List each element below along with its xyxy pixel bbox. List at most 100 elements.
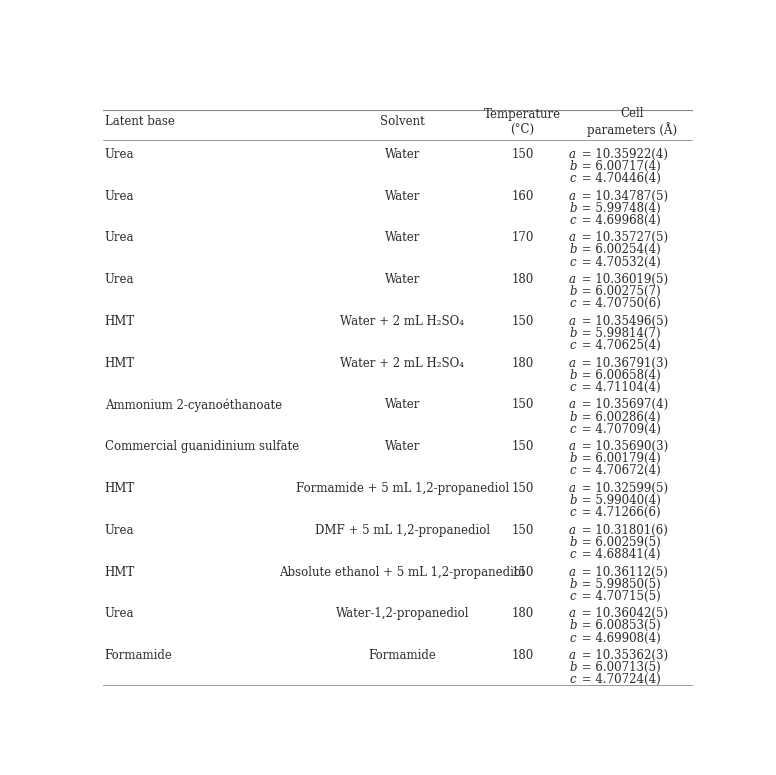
Text: Water-1,2-propanediol: Water-1,2-propanediol bbox=[335, 608, 469, 620]
Text: b: b bbox=[569, 369, 577, 382]
Text: Ammonium 2-cyanoéthanoate: Ammonium 2-cyanoéthanoate bbox=[105, 398, 282, 412]
Text: Water: Water bbox=[385, 231, 420, 244]
Text: = 4.71104(4): = 4.71104(4) bbox=[577, 381, 660, 394]
Text: = 4.70709(4): = 4.70709(4) bbox=[577, 422, 660, 436]
Text: 150: 150 bbox=[511, 148, 534, 160]
Text: c: c bbox=[569, 506, 576, 519]
Text: a: a bbox=[569, 440, 576, 453]
Text: = 10.35690(3): = 10.35690(3) bbox=[577, 440, 668, 453]
Text: = 4.69908(4): = 4.69908(4) bbox=[577, 632, 660, 645]
Text: Temperature
(°C): Temperature (°C) bbox=[484, 108, 561, 136]
Text: Commercial guanidinium sulfate: Commercial guanidinium sulfate bbox=[105, 440, 299, 453]
Text: a: a bbox=[569, 231, 576, 244]
Text: 150: 150 bbox=[511, 440, 534, 453]
Text: = 10.35697(4): = 10.35697(4) bbox=[577, 398, 668, 412]
Text: = 6.00658(4): = 6.00658(4) bbox=[577, 369, 660, 382]
Text: HMT: HMT bbox=[105, 356, 135, 370]
Text: = 5.99040(4): = 5.99040(4) bbox=[577, 494, 660, 507]
Text: = 4.69968(4): = 4.69968(4) bbox=[577, 214, 660, 227]
Text: b: b bbox=[569, 536, 577, 549]
Text: = 4.70446(4): = 4.70446(4) bbox=[577, 172, 660, 185]
Text: 150: 150 bbox=[511, 398, 534, 412]
Text: c: c bbox=[569, 464, 576, 477]
Text: b: b bbox=[569, 160, 577, 173]
Text: 150: 150 bbox=[511, 566, 534, 578]
Text: a: a bbox=[569, 566, 576, 578]
Text: a: a bbox=[569, 148, 576, 160]
Text: Absolute ethanol + 5 mL 1,2-propanediol: Absolute ethanol + 5 mL 1,2-propanediol bbox=[279, 566, 525, 578]
Text: c: c bbox=[569, 214, 576, 227]
Text: b: b bbox=[569, 327, 577, 340]
Text: b: b bbox=[569, 285, 577, 298]
Text: = 5.99814(7): = 5.99814(7) bbox=[577, 327, 660, 340]
Text: 170: 170 bbox=[511, 231, 534, 244]
Text: Formamide: Formamide bbox=[369, 649, 436, 662]
Text: Cell
parameters (Å): Cell parameters (Å) bbox=[587, 106, 677, 136]
Text: c: c bbox=[569, 632, 576, 645]
Text: = 4.71266(6): = 4.71266(6) bbox=[577, 506, 660, 519]
Text: 150: 150 bbox=[511, 524, 534, 537]
Text: c: c bbox=[569, 422, 576, 436]
Text: = 10.35922(4): = 10.35922(4) bbox=[577, 148, 667, 160]
Text: a: a bbox=[569, 649, 576, 662]
Text: = 10.32599(5): = 10.32599(5) bbox=[577, 482, 667, 495]
Text: = 6.00713(5): = 6.00713(5) bbox=[577, 661, 660, 674]
Text: Water + 2 mL H₂SO₄: Water + 2 mL H₂SO₄ bbox=[340, 356, 464, 370]
Text: Water: Water bbox=[385, 440, 420, 453]
Text: HMT: HMT bbox=[105, 566, 135, 578]
Text: Urea: Urea bbox=[105, 148, 134, 160]
Text: Formamide: Formamide bbox=[105, 649, 173, 662]
Text: = 10.35362(3): = 10.35362(3) bbox=[577, 649, 667, 662]
Text: a: a bbox=[569, 482, 576, 495]
Text: = 6.00254(4): = 6.00254(4) bbox=[577, 243, 660, 257]
Text: a: a bbox=[569, 398, 576, 412]
Text: 150: 150 bbox=[511, 315, 534, 328]
Text: = 4.70625(4): = 4.70625(4) bbox=[577, 339, 660, 352]
Text: Urea: Urea bbox=[105, 273, 134, 286]
Text: = 6.00853(5): = 6.00853(5) bbox=[577, 619, 660, 632]
Text: c: c bbox=[569, 673, 576, 687]
Text: 180: 180 bbox=[511, 649, 534, 662]
Text: b: b bbox=[569, 453, 577, 465]
Text: c: c bbox=[569, 381, 576, 394]
Text: b: b bbox=[569, 494, 577, 507]
Text: HMT: HMT bbox=[105, 482, 135, 495]
Text: = 4.68841(4): = 4.68841(4) bbox=[577, 548, 660, 561]
Text: = 6.00275(7): = 6.00275(7) bbox=[577, 285, 660, 298]
Text: Formamide + 5 mL 1,2-propanediol: Formamide + 5 mL 1,2-propanediol bbox=[296, 482, 509, 495]
Text: Water: Water bbox=[385, 273, 420, 286]
Text: DMF + 5 mL 1,2-propanediol: DMF + 5 mL 1,2-propanediol bbox=[314, 524, 490, 537]
Text: = 6.00259(5): = 6.00259(5) bbox=[577, 536, 660, 549]
Text: = 6.00286(4): = 6.00286(4) bbox=[577, 411, 660, 423]
Text: Water + 2 mL H₂SO₄: Water + 2 mL H₂SO₄ bbox=[340, 315, 464, 328]
Text: = 6.00179(4): = 6.00179(4) bbox=[577, 453, 660, 465]
Text: Solvent: Solvent bbox=[379, 115, 424, 128]
Text: = 10.31801(6): = 10.31801(6) bbox=[577, 524, 667, 537]
Text: c: c bbox=[569, 256, 576, 269]
Text: = 4.70532(4): = 4.70532(4) bbox=[577, 256, 660, 269]
Text: c: c bbox=[569, 339, 576, 352]
Text: = 10.35496(5): = 10.35496(5) bbox=[577, 315, 668, 328]
Text: = 10.34787(5): = 10.34787(5) bbox=[577, 190, 667, 202]
Text: Water: Water bbox=[385, 190, 420, 202]
Text: a: a bbox=[569, 608, 576, 620]
Text: a: a bbox=[569, 356, 576, 370]
Text: b: b bbox=[569, 243, 577, 257]
Text: 180: 180 bbox=[511, 356, 534, 370]
Text: b: b bbox=[569, 577, 577, 591]
Text: Water: Water bbox=[385, 398, 420, 412]
Text: Urea: Urea bbox=[105, 190, 134, 202]
Text: = 10.36791(3): = 10.36791(3) bbox=[577, 356, 667, 370]
Text: = 10.36042(5): = 10.36042(5) bbox=[577, 608, 667, 620]
Text: Latent base: Latent base bbox=[105, 115, 175, 128]
Text: b: b bbox=[569, 619, 577, 632]
Text: a: a bbox=[569, 190, 576, 202]
Text: c: c bbox=[569, 172, 576, 185]
Text: = 10.36019(5): = 10.36019(5) bbox=[577, 273, 667, 286]
Text: 180: 180 bbox=[511, 273, 534, 286]
Text: = 5.99748(4): = 5.99748(4) bbox=[577, 202, 660, 215]
Text: = 6.00717(4): = 6.00717(4) bbox=[577, 160, 660, 173]
Text: b: b bbox=[569, 661, 577, 674]
Text: 160: 160 bbox=[511, 190, 534, 202]
Text: = 4.70672(4): = 4.70672(4) bbox=[577, 464, 660, 477]
